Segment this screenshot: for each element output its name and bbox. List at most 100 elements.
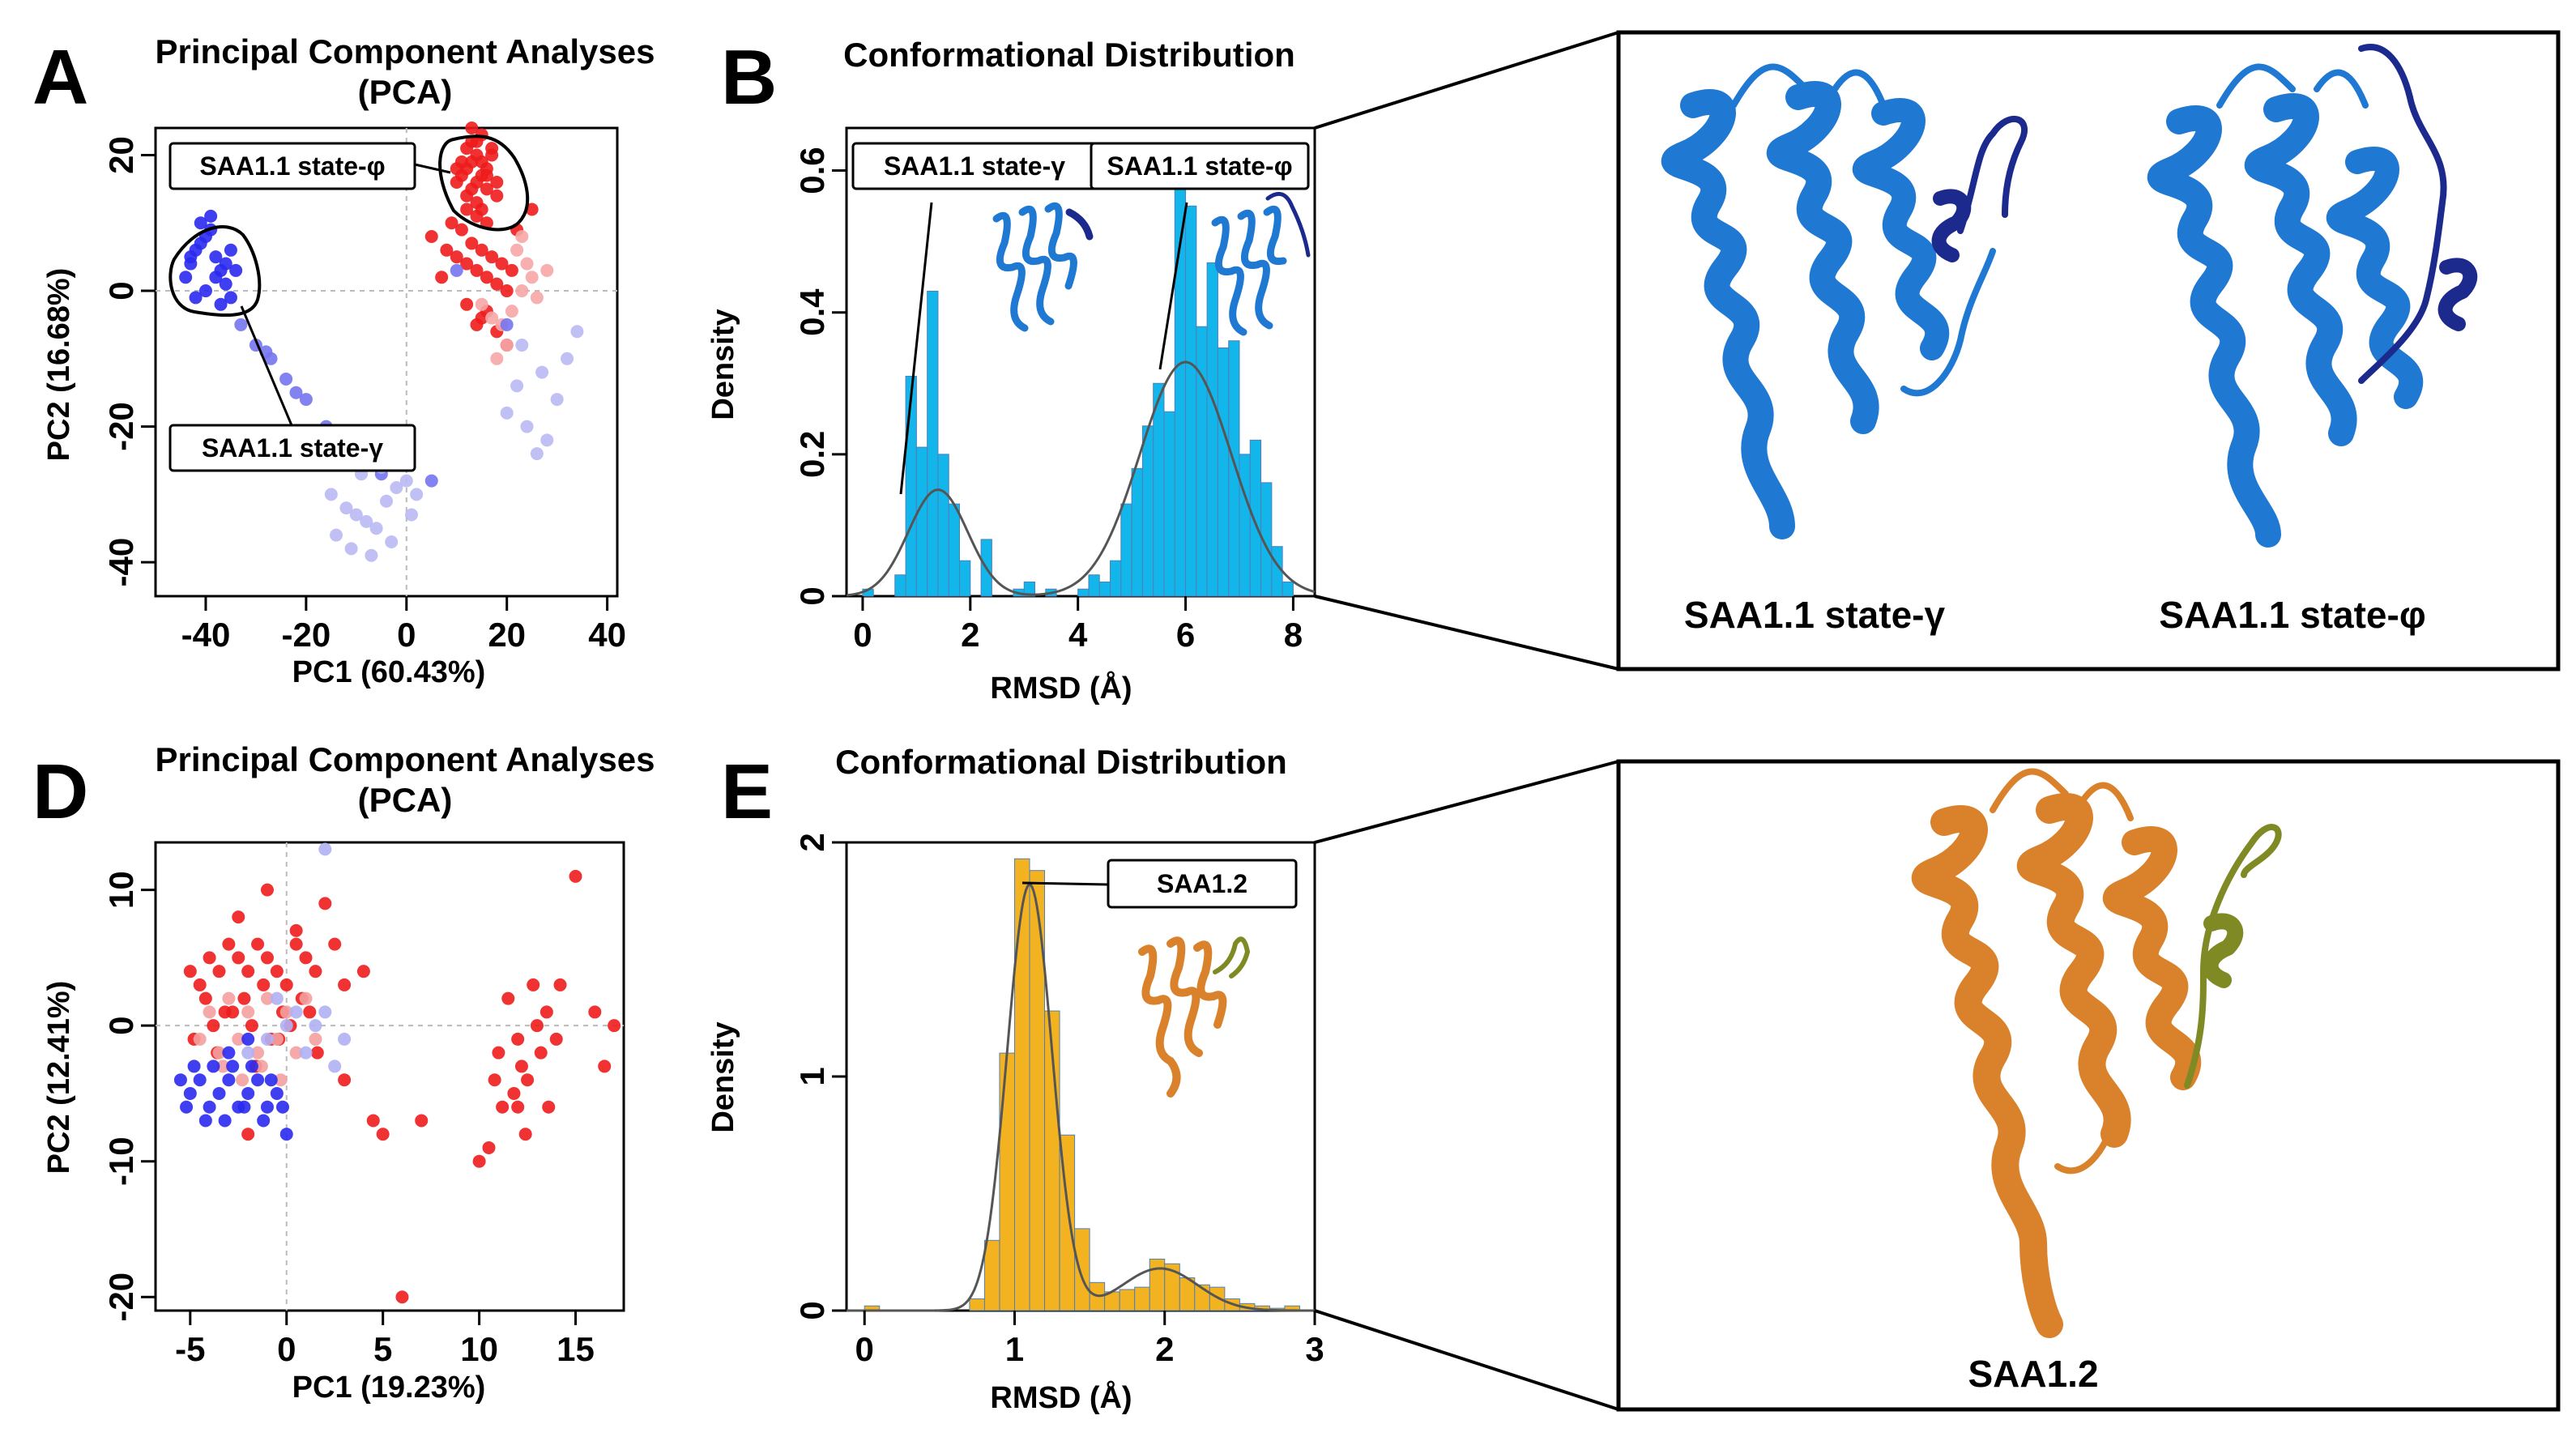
chart-d-point <box>241 1032 255 1046</box>
chart-b-bar <box>1217 347 1230 597</box>
chart-d-point <box>328 1059 342 1073</box>
chart-d-point <box>251 1073 265 1087</box>
chart-b-bar <box>1120 503 1132 597</box>
chart-a-point <box>475 243 488 257</box>
chart-e-xtick-label: 3 <box>1305 1330 1324 1368</box>
chart-a-point <box>399 474 413 488</box>
chart-a-point <box>470 134 484 148</box>
chart-b-phi-label: SAA1.1 state-φ <box>1107 151 1292 181</box>
chart-a-point <box>450 250 463 264</box>
chart-d-point <box>492 1046 505 1059</box>
chart-b-fit-curve <box>846 360 1316 597</box>
chart-d-point <box>241 1005 255 1019</box>
chart-d-point <box>309 1019 322 1033</box>
chart-b-bar <box>894 574 906 597</box>
chart-a-point <box>480 168 493 182</box>
chart-d-point <box>482 1140 496 1154</box>
chart-e-bar <box>1134 1286 1150 1311</box>
chart-a-point <box>470 263 484 277</box>
chart-d-point <box>511 1100 525 1114</box>
chart-b-bar <box>927 290 939 597</box>
chart-d-point <box>275 1100 289 1114</box>
chart-b-bar <box>1098 581 1111 597</box>
chart-b-bar <box>959 560 971 597</box>
chart-d-point <box>264 1073 278 1087</box>
chart-a-point <box>198 284 212 298</box>
chart-d-point <box>309 965 322 978</box>
chart-b-phi-label-box <box>1090 142 1310 190</box>
chart-d-point <box>299 991 313 1005</box>
chart-d-point <box>299 1046 313 1059</box>
chart-b-bar <box>1228 340 1240 597</box>
chart-b-thumb-gamma <box>992 202 1094 332</box>
chart-a-point <box>515 284 529 298</box>
chart-d-point <box>318 842 332 856</box>
chart-d-point <box>232 951 245 965</box>
chart-a-point <box>535 365 549 379</box>
chart-d-point <box>198 1114 212 1128</box>
chart-b-xtick-label: 6 <box>1176 616 1195 654</box>
chart-a: Principal Component Analyses (PCA) -40 -2… <box>42 32 655 689</box>
chart-a-point <box>404 508 418 522</box>
chart-e: Conformational Distribution 0 1 2 3 0 1 2 RMS… <box>706 743 1324 1415</box>
chart-d-point <box>279 1128 293 1141</box>
chart-d-point <box>309 1032 322 1046</box>
chart-a-point <box>490 352 504 365</box>
chart-d-point <box>260 991 274 1005</box>
chart-a-point <box>189 291 203 305</box>
chart-a-point <box>194 216 207 230</box>
chart-d-point <box>251 1046 265 1059</box>
panel-label-b: B <box>721 34 777 121</box>
chart-b-phi-leader <box>1158 202 1188 370</box>
chart-a-point <box>219 277 232 291</box>
chart-a-point <box>485 311 499 325</box>
chart-d-point <box>222 1073 236 1087</box>
chart-a-point <box>505 305 518 318</box>
chart-b-bar <box>1023 581 1036 597</box>
chart-d-point <box>270 1086 284 1100</box>
chart-d-point <box>183 1086 197 1100</box>
protein-saa11-gamma <box>1661 63 2028 539</box>
chart-d-ytick-label: 0 <box>102 1016 140 1034</box>
chart-d-subtitle: (PCA) <box>358 781 453 819</box>
chart-b-bar <box>1282 581 1294 597</box>
chart-b-bar <box>1163 411 1175 597</box>
chart-d-point <box>415 1114 429 1128</box>
chart-a-point <box>204 209 218 223</box>
chart-a-title: Principal Component Analyses <box>156 32 655 70</box>
chart-d-point <box>237 991 251 1005</box>
chart-a-point <box>234 318 248 331</box>
chart-b-bar <box>1131 467 1143 597</box>
chart-d-point <box>598 1059 612 1073</box>
chart-e-bar <box>969 1298 985 1311</box>
chart-d-xlabel: PC1 (19.23%) <box>292 1371 486 1405</box>
chart-d-point <box>257 978 271 991</box>
chart-a-ylabel: PC2 (16.68%) <box>42 268 76 462</box>
chart-d-point <box>226 1059 240 1073</box>
chart-b-ylabel: Density <box>706 309 740 420</box>
chart-a-phi-outline <box>438 134 530 232</box>
chart-d-point <box>245 1059 258 1073</box>
chart-a-point <box>344 542 358 556</box>
chart-d-point <box>530 1019 544 1033</box>
chart-a-subtitle: (PCA) <box>358 73 453 111</box>
chart-e-fit-curve <box>847 883 1315 1312</box>
chart-b-xtick-label: 8 <box>1284 616 1303 654</box>
chart-d-ytick-label: -10 <box>102 1136 140 1186</box>
chart-d-point <box>183 965 197 978</box>
chart-a-point <box>500 318 514 331</box>
chart-e-title: Conformational Distribution <box>835 743 1287 781</box>
chart-d-point <box>193 978 207 991</box>
chart-d-point <box>527 978 540 991</box>
chart-d-point <box>245 1019 258 1033</box>
chart-a-point <box>349 508 363 522</box>
chart-e-bar <box>1119 1289 1136 1311</box>
chart-d-point <box>507 1086 521 1100</box>
chart-a-point <box>380 494 393 508</box>
chart-d-point <box>299 951 313 965</box>
chart-a-point <box>485 148 499 162</box>
chart-d-point <box>274 1073 288 1087</box>
chart-d-point <box>203 1100 216 1114</box>
chart-a-point <box>500 284 514 298</box>
caption-saa12: SAA1.2 <box>1968 1353 2098 1395</box>
